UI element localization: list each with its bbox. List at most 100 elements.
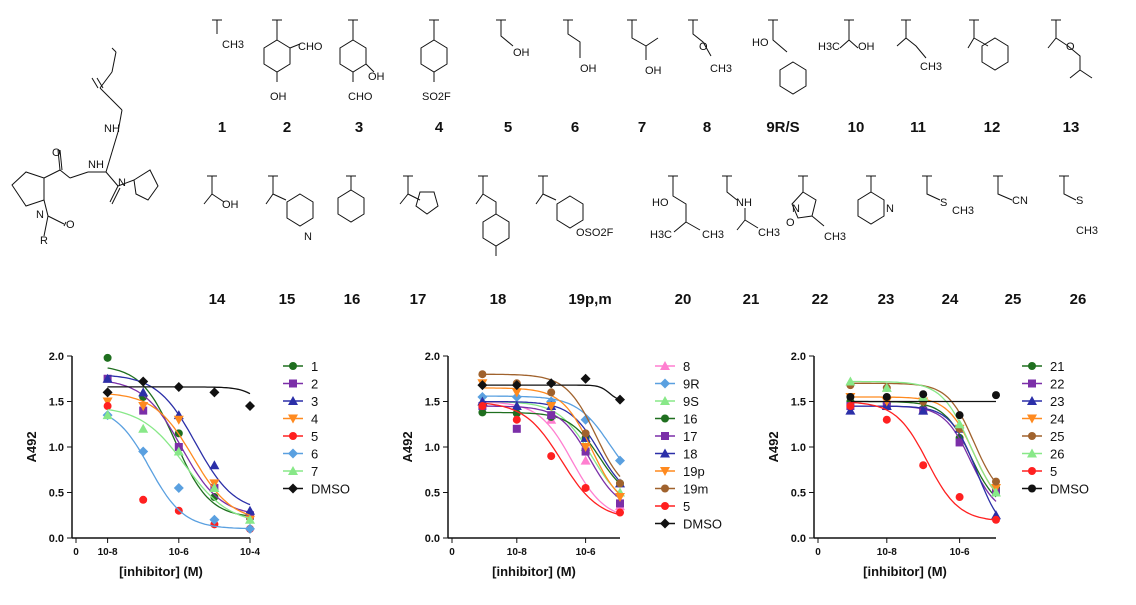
c26b-label: CH3 xyxy=(1076,225,1098,237)
c20b-label: H3C xyxy=(650,229,672,241)
legend-label: 6 xyxy=(311,447,318,462)
compound-label: 14 xyxy=(209,291,226,308)
y-tick-label: 0.5 xyxy=(49,488,64,500)
c22a-label: N xyxy=(792,203,800,215)
series-22 xyxy=(846,402,1000,502)
data-point xyxy=(209,460,220,470)
data-point xyxy=(581,483,590,492)
fit-curve xyxy=(850,405,997,514)
data-point xyxy=(992,391,1000,400)
data-point xyxy=(846,402,855,411)
compound-label: 23 xyxy=(878,291,895,308)
data-point xyxy=(615,394,625,405)
data-point xyxy=(102,373,113,383)
data-point xyxy=(512,415,521,424)
data-point xyxy=(547,411,556,420)
c23-label: N xyxy=(886,203,894,215)
data-point xyxy=(546,402,557,412)
c15-label: N xyxy=(304,231,312,243)
legend-label: 9S xyxy=(683,394,699,409)
c21b-label: CH3 xyxy=(758,227,780,239)
fit-curve xyxy=(107,393,251,516)
legend-label: 4 xyxy=(311,412,318,427)
c26a-label: S xyxy=(1076,195,1083,207)
data-point xyxy=(616,508,624,517)
legend-marker xyxy=(661,432,669,440)
c7-label: OH xyxy=(645,65,662,77)
legend-label: 5 xyxy=(683,499,690,514)
data-point xyxy=(103,402,112,411)
legend-label: 21 xyxy=(1050,359,1064,374)
legend-marker xyxy=(1027,396,1037,405)
data-point xyxy=(245,401,255,412)
compound-label: 19p,m xyxy=(568,291,611,308)
x-tick-label: 10-8 xyxy=(98,547,118,558)
data-point xyxy=(616,499,624,508)
legend-label: 9R xyxy=(683,377,700,392)
data-point xyxy=(138,446,149,457)
y-tick-label: 0.0 xyxy=(49,533,64,545)
c20c-label: CH3 xyxy=(702,229,724,241)
series-6 xyxy=(102,410,255,534)
data-point xyxy=(954,419,965,429)
data-point xyxy=(580,414,591,425)
data-point xyxy=(616,479,624,488)
data-point xyxy=(512,409,521,418)
legend-marker xyxy=(660,448,670,458)
compound-label: 5 xyxy=(504,119,512,136)
series-5 xyxy=(846,401,1000,524)
y-axis-label: A492 xyxy=(24,431,39,462)
fit-curve xyxy=(482,402,621,516)
c20a-label: HO xyxy=(652,197,669,209)
data-point xyxy=(919,461,928,470)
compound-label: 18 xyxy=(490,291,507,308)
core-n-label: N xyxy=(36,209,44,221)
c8b-label: CH3 xyxy=(710,63,732,75)
dose-response-chart-3: 0.0 0.5 1.0 1.5 2.0 0 10-8 10-6[inhibitor] (M) A… xyxy=(766,351,1089,579)
y-tick-label: 0.5 xyxy=(791,488,806,500)
legend-label: 23 xyxy=(1050,394,1064,409)
c8a-label: O xyxy=(699,41,708,53)
c10b-label: OH xyxy=(858,41,875,53)
data-point xyxy=(845,405,856,415)
y-tick-label: 2.0 xyxy=(425,351,440,363)
legend-label: 8 xyxy=(683,359,690,374)
legend-marker xyxy=(289,432,297,440)
compound-label: 12 xyxy=(984,119,1001,136)
y-tick-label: 0.0 xyxy=(425,533,440,545)
data-point xyxy=(102,410,113,420)
x-tick-label: 10-8 xyxy=(507,547,527,558)
compound-label: 1 xyxy=(218,119,226,136)
fit-curve xyxy=(107,408,251,520)
legend-marker xyxy=(289,379,297,388)
legend-marker xyxy=(660,378,670,389)
c22c-label: CH3 xyxy=(824,231,846,243)
compound-label: 8 xyxy=(703,119,711,136)
c5-label: OH xyxy=(513,47,530,59)
data-point xyxy=(102,397,113,407)
data-point xyxy=(209,482,220,492)
legend-marker xyxy=(1027,414,1037,424)
legend-marker xyxy=(1028,467,1036,475)
data-point xyxy=(477,380,488,391)
legend-label: DMSO xyxy=(1050,482,1089,497)
fit-curve xyxy=(850,380,997,493)
core-r-label: R xyxy=(40,235,48,247)
c9-label: HO xyxy=(752,37,769,49)
data-point xyxy=(103,353,112,362)
legend-marker xyxy=(661,502,669,510)
legend-marker xyxy=(661,414,669,423)
compound-label: 20 xyxy=(675,291,692,308)
data-point xyxy=(992,515,1000,524)
legend-label: 5 xyxy=(1050,464,1057,479)
data-point xyxy=(173,381,184,392)
y-tick-label: 2.0 xyxy=(791,351,806,363)
legend-marker xyxy=(1028,484,1036,493)
data-point xyxy=(955,438,964,447)
data-point xyxy=(173,415,184,425)
compound-labels-row-2: 14 15 16 17 18 19p,m 20 21 22 23 24 25 26 xyxy=(209,291,1087,308)
compound-label: 22 xyxy=(812,291,829,308)
legend-label: DMSO xyxy=(683,517,722,532)
data-point xyxy=(615,455,625,466)
c14-label: OH xyxy=(222,199,239,211)
